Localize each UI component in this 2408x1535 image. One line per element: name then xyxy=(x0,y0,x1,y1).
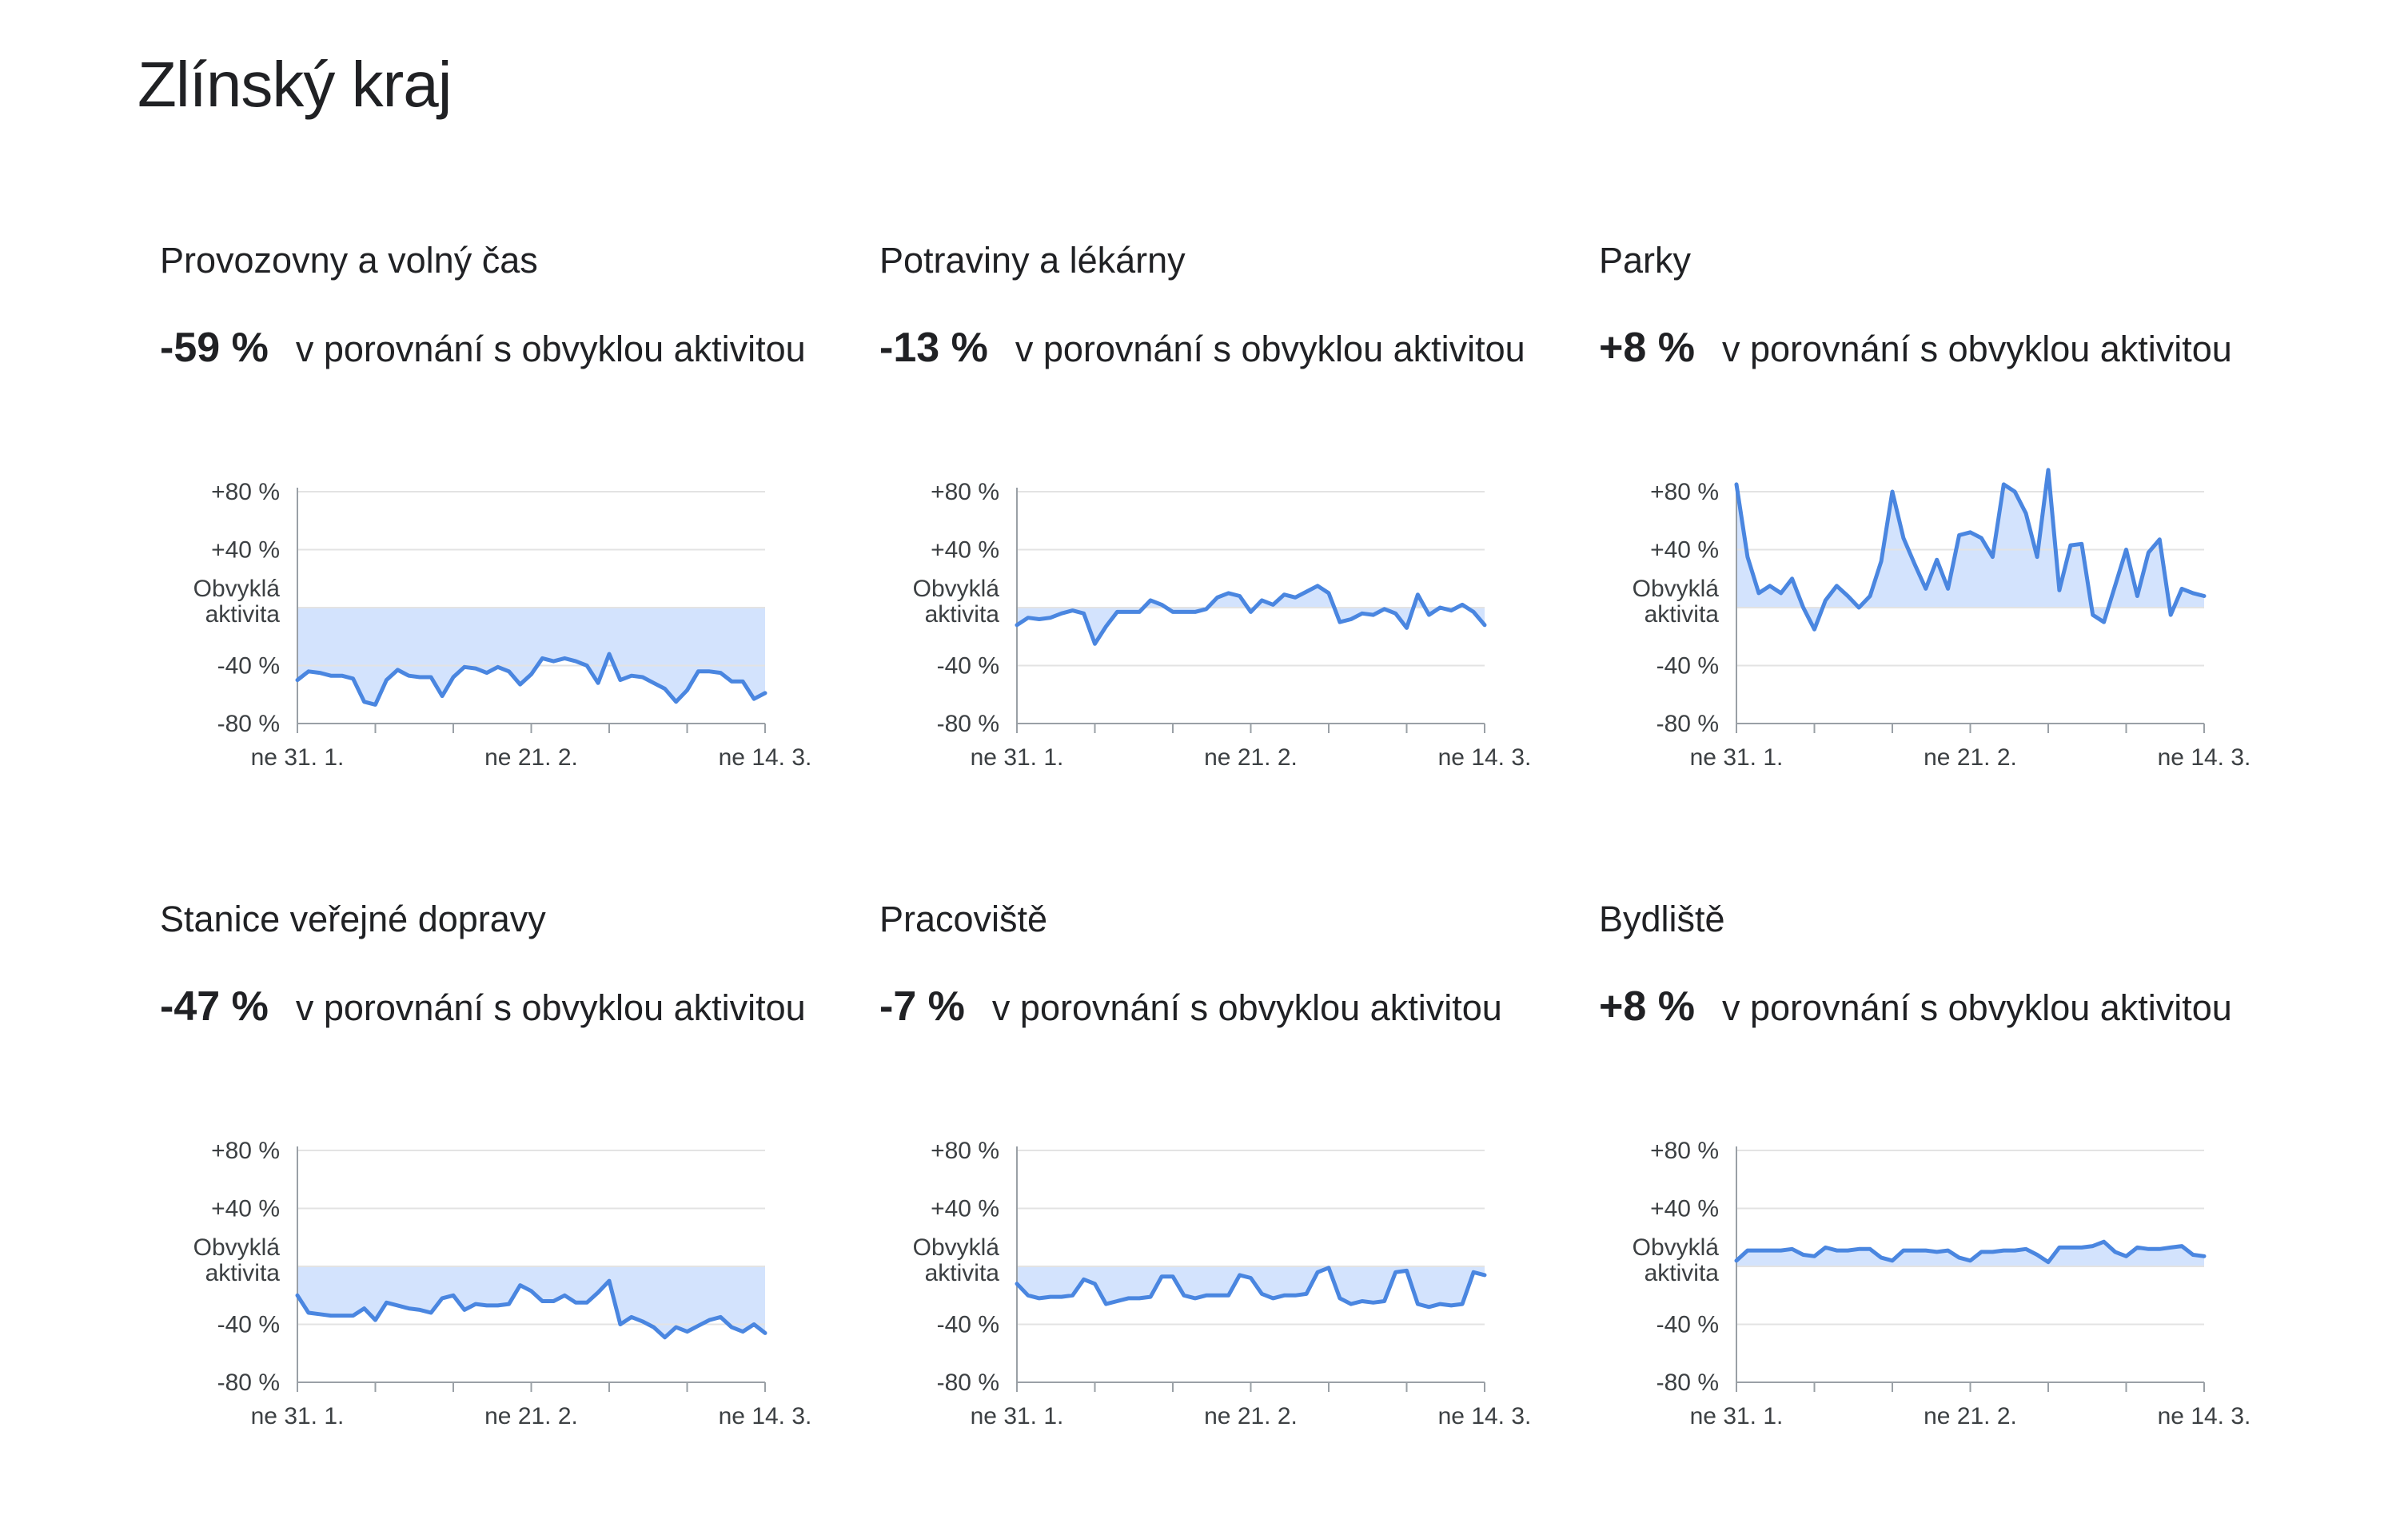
series-line xyxy=(1015,584,1487,646)
y-tick-label: +80 % xyxy=(1650,479,1719,505)
change-subtitle: v porovnání s obvyklou aktivitou xyxy=(295,329,806,369)
chart-title: Pracoviště xyxy=(879,899,1048,939)
x-tick-label: ne 31. 1. xyxy=(251,1403,345,1429)
y-tick-label: -80 % xyxy=(217,1370,280,1396)
x-tick-label: ne 31. 1. xyxy=(251,744,345,771)
y-tick-label: +40 % xyxy=(1650,537,1719,564)
series-line xyxy=(1734,468,2207,632)
change-subtitle: v porovnání s obvyklou aktivitou xyxy=(1721,987,2232,1028)
y-tick-label: -80 % xyxy=(217,711,280,737)
y-tick-label: +80 % xyxy=(931,1138,999,1164)
change-summary: -59 % v porovnání s obvyklou aktivitou xyxy=(160,324,806,372)
x-tick-label: ne 14. 3. xyxy=(2158,1403,2251,1429)
x-tick-label: ne 21. 2. xyxy=(1204,744,1298,771)
y-tick-label: -80 % xyxy=(1656,711,1719,737)
series-line xyxy=(295,652,767,707)
change-value: -7 % xyxy=(879,983,965,1030)
y-tick-label: -40 % xyxy=(217,1312,280,1338)
line-chart: +80 % +40 % Obvyklá aktivita -40 % -80 % ne 31… xyxy=(1633,468,2251,771)
y-tick-label: -80 % xyxy=(1656,1370,1719,1396)
line-chart: +80 % +40 % Obvyklá aktivita -40 % -80 % ne 31… xyxy=(193,479,812,771)
chart-title: Stanice veřejné dopravy xyxy=(160,899,546,939)
change-subtitle: v porovnání s obvyklou aktivitou xyxy=(1015,329,1525,369)
x-tick-label: ne 14. 3. xyxy=(1438,1403,1532,1429)
chart-card: Bydliště +8 % v porovnání s obvyklou aktiv… xyxy=(1577,899,2296,1522)
page-title: Zlínský kraj xyxy=(138,49,452,120)
y-tick-label: Obvyklá aktivita xyxy=(913,1234,1000,1286)
y-tick-label: +40 % xyxy=(211,537,280,564)
x-tick-label: ne 21. 2. xyxy=(1204,1403,1298,1429)
area-fill xyxy=(1017,1266,1485,1307)
change-summary: -47 % v porovnání s obvyklou aktivitou xyxy=(160,983,806,1031)
chart-title: Bydliště xyxy=(1599,899,1725,939)
x-tick-label: ne 31. 1. xyxy=(1690,744,1784,771)
x-tick-label: ne 21. 2. xyxy=(484,744,578,771)
chart-card: Provozovny a volný čas -59 % v porovnání s… xyxy=(138,240,857,863)
y-tick-label: -40 % xyxy=(937,1312,999,1338)
y-tick-label: -40 % xyxy=(217,653,280,680)
x-tick-label: ne 21. 2. xyxy=(1924,1403,2017,1429)
y-tick-label: -40 % xyxy=(937,653,999,680)
change-value: +8 % xyxy=(1599,325,1695,371)
y-tick-label: +40 % xyxy=(1650,1196,1719,1222)
line-chart: +80 % +40 % Obvyklá aktivita -40 % -80 % ne 31… xyxy=(1633,1138,2251,1429)
x-tick-label: ne 31. 1. xyxy=(1690,1403,1784,1429)
x-tick-label: ne 14. 3. xyxy=(719,1403,812,1429)
y-tick-label: +40 % xyxy=(931,1196,999,1222)
series-line xyxy=(1015,1266,1487,1310)
y-tick-label: -80 % xyxy=(937,711,999,737)
chart-card: Parky +8 % v porovnání s obvyklou aktivito… xyxy=(1577,240,2296,863)
series-line xyxy=(1734,1239,2207,1265)
area-fill xyxy=(1017,585,1485,644)
change-subtitle: v porovnání s obvyklou aktivitou xyxy=(991,987,1502,1028)
y-tick-label: +80 % xyxy=(931,479,999,505)
change-summary: -13 % v porovnání s obvyklou aktivitou xyxy=(879,324,1525,372)
change-value: -47 % xyxy=(160,983,269,1030)
line-chart: +80 % +40 % Obvyklá aktivita -40 % -80 % ne 31… xyxy=(913,1138,1532,1429)
chart-title: Provozovny a volný čas xyxy=(160,240,538,281)
change-subtitle: v porovnání s obvyklou aktivitou xyxy=(295,987,806,1028)
y-tick-label: Obvyklá aktivita xyxy=(1633,576,1720,628)
y-tick-label: +80 % xyxy=(1650,1138,1719,1164)
y-tick-label: -80 % xyxy=(937,1370,999,1396)
series-line xyxy=(295,1278,767,1340)
line-chart: +80 % +40 % Obvyklá aktivita -40 % -80 % ne 31… xyxy=(913,479,1532,771)
change-value: -59 % xyxy=(160,325,269,371)
x-tick-label: ne 14. 3. xyxy=(719,744,812,771)
x-tick-label: ne 21. 2. xyxy=(1924,744,2017,771)
y-tick-label: Obvyklá aktivita xyxy=(913,576,1000,628)
y-tick-label: +40 % xyxy=(931,537,999,564)
y-tick-label: +80 % xyxy=(211,1138,280,1164)
area-fill xyxy=(297,608,765,705)
change-summary: +8 % v porovnání s obvyklou aktivitou xyxy=(1599,983,2232,1031)
line-chart: +80 % +40 % Obvyklá aktivita -40 % -80 % ne 31… xyxy=(193,1138,812,1429)
change-subtitle: v porovnání s obvyklou aktivitou xyxy=(1721,329,2232,369)
chart-card: Pracoviště -7 % v porovnání s obvyklou akt… xyxy=(857,899,1577,1522)
change-summary: +8 % v porovnání s obvyklou aktivitou xyxy=(1599,324,2232,372)
chart-card: Potraviny a lékárny -13 % v porovnání s ob… xyxy=(857,240,1577,863)
y-tick-label: +40 % xyxy=(211,1196,280,1222)
change-value: +8 % xyxy=(1599,983,1695,1030)
x-tick-label: ne 31. 1. xyxy=(971,744,1064,771)
y-tick-label: -40 % xyxy=(1656,1312,1719,1338)
x-tick-label: ne 31. 1. xyxy=(971,1403,1064,1429)
change-value: -13 % xyxy=(879,325,988,371)
chart-card: Stanice veřejné dopravy -47 % v porovnání … xyxy=(138,899,857,1522)
change-summary: -7 % v porovnání s obvyklou aktivitou xyxy=(879,983,1502,1031)
y-tick-label: -40 % xyxy=(1656,653,1719,680)
y-tick-label: Obvyklá aktivita xyxy=(1633,1234,1720,1286)
chart-title: Parky xyxy=(1599,240,1692,281)
area-fill xyxy=(297,1266,765,1338)
x-tick-label: ne 14. 3. xyxy=(2158,744,2251,771)
chart-title: Potraviny a lékárny xyxy=(879,240,1186,281)
x-tick-label: ne 14. 3. xyxy=(1438,744,1532,771)
y-tick-label: Obvyklá aktivita xyxy=(193,1234,281,1286)
x-tick-label: ne 21. 2. xyxy=(484,1403,578,1429)
y-tick-label: +80 % xyxy=(211,479,280,505)
y-tick-label: Obvyklá aktivita xyxy=(193,576,281,628)
